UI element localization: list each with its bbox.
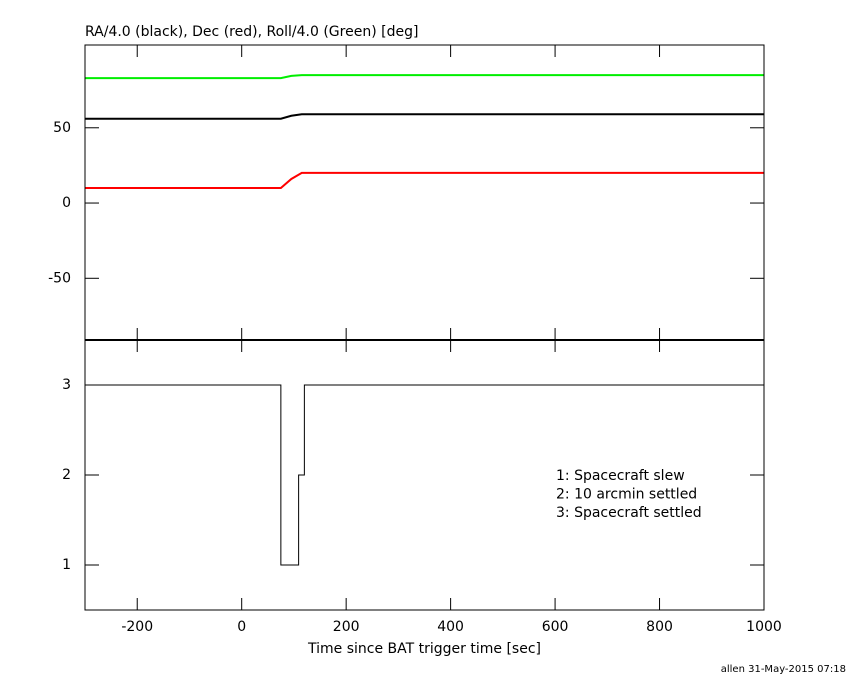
- y-tick-label: 3: [62, 377, 71, 393]
- x-tick-label: 800: [646, 619, 673, 635]
- chart-title: RA/4.0 (black), Dec (red), Roll/4.0 (Gre…: [85, 24, 418, 40]
- x-tick-label: 400: [437, 619, 464, 635]
- x-tick-label: -200: [121, 619, 153, 635]
- y-tick-label: 2: [62, 467, 71, 483]
- x-tick-label: 200: [333, 619, 360, 635]
- y-tick-label: 0: [62, 195, 71, 211]
- annotation: 1: Spacecraft slew: [556, 468, 685, 484]
- footer: allen 31-May-2015 07:18: [721, 664, 846, 675]
- x-tick-label: 1000: [746, 619, 782, 635]
- series-line: [85, 384, 764, 566]
- plot-frame: [84, 44, 765, 341]
- annotation: 3: Spacecraft settled: [556, 505, 702, 521]
- y-tick-label: -50: [48, 270, 71, 286]
- x-tick-label: 0: [237, 619, 246, 635]
- y-tick-label: 1: [62, 557, 71, 573]
- x-tick-label: 600: [542, 619, 569, 635]
- x-axis-label: Time since BAT trigger time [sec]: [307, 641, 541, 657]
- series-line: [85, 74, 764, 80]
- series-line: [85, 171, 764, 189]
- annotation: 2: 10 arcmin settled: [556, 487, 697, 503]
- series-line: [85, 113, 764, 120]
- y-tick-label: 50: [53, 120, 71, 136]
